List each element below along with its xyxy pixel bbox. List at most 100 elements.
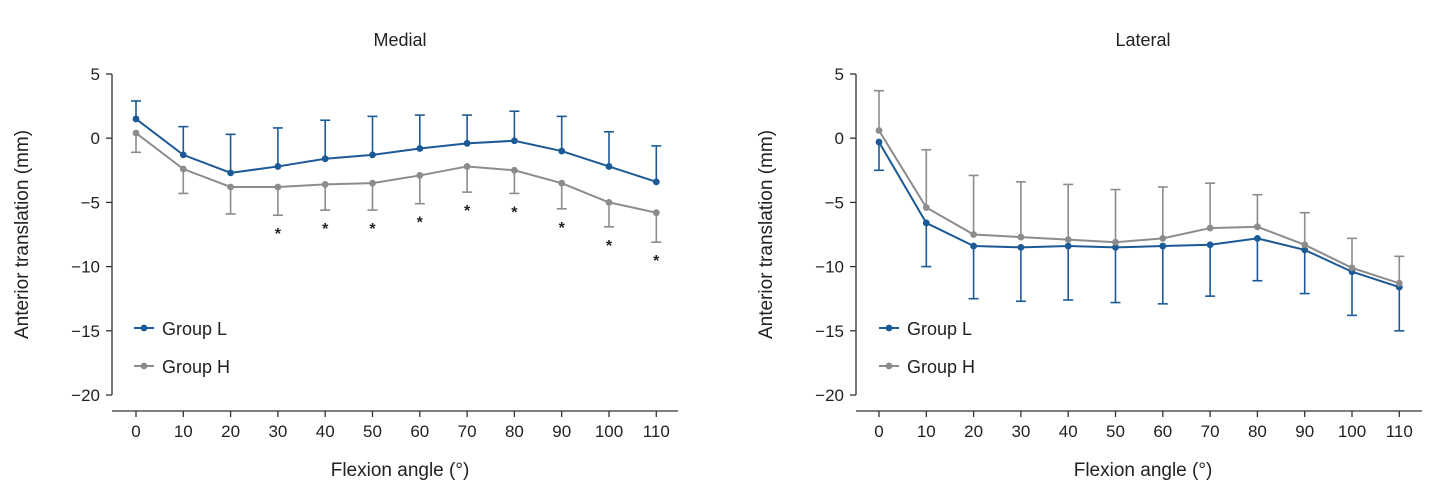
x-tick-label: 100 xyxy=(595,422,623,441)
data-point xyxy=(1064,242,1072,250)
x-tick-label: 0 xyxy=(874,422,883,441)
data-point xyxy=(1017,243,1025,251)
data-point xyxy=(132,129,140,137)
data-point xyxy=(369,179,376,187)
data-point xyxy=(875,127,883,134)
data-point xyxy=(1348,264,1356,272)
x-tick-label: 60 xyxy=(410,422,429,441)
data-point xyxy=(369,151,376,159)
x-axis-title: Flexion angle (°) xyxy=(331,460,470,481)
y-tick-label: −20 xyxy=(815,386,844,405)
data-point xyxy=(652,209,660,217)
legend-marker xyxy=(140,324,148,332)
data-point xyxy=(227,183,235,191)
data-point xyxy=(511,137,518,145)
data-point xyxy=(321,155,329,163)
x-tick-label: 110 xyxy=(643,422,670,441)
data-point xyxy=(179,165,187,173)
significance-mark: * xyxy=(653,253,660,270)
x-tick-label: 50 xyxy=(1106,422,1125,441)
data-point xyxy=(970,231,977,238)
x-tick-label: 110 xyxy=(1386,422,1413,441)
data-point xyxy=(416,172,424,179)
data-point xyxy=(558,179,566,187)
series-line xyxy=(135,132,657,214)
x-tick-label: 40 xyxy=(316,422,335,441)
x-tick-label: 50 xyxy=(363,422,382,441)
data-point xyxy=(1112,238,1119,246)
data-point xyxy=(1064,236,1072,244)
data-point xyxy=(1159,242,1167,250)
data-point xyxy=(1254,234,1261,242)
data-point xyxy=(1017,233,1025,241)
data-point xyxy=(1301,246,1309,254)
data-point xyxy=(227,169,235,177)
legend-label: Group H xyxy=(907,357,975,377)
data-point xyxy=(463,163,471,170)
data-point xyxy=(1206,224,1214,232)
data-point xyxy=(1395,279,1403,287)
chart-title: Medial xyxy=(373,30,426,50)
legend-label: Group L xyxy=(162,319,227,339)
significance-mark: * xyxy=(606,238,613,255)
y-tick-label: −15 xyxy=(815,322,844,341)
data-point xyxy=(1301,241,1309,249)
data-point xyxy=(875,138,883,146)
y-tick-label: 0 xyxy=(91,129,100,148)
legend-marker xyxy=(885,362,893,370)
y-tick-label: −5 xyxy=(81,193,100,212)
y-tick-label: −20 xyxy=(71,386,100,405)
x-tick-label: 10 xyxy=(174,422,193,441)
data-point xyxy=(605,199,613,206)
y-tick-label: 5 xyxy=(91,65,100,84)
significance-mark: * xyxy=(275,226,282,243)
data-point xyxy=(922,219,930,227)
x-tick-label: 80 xyxy=(1248,422,1267,441)
significance-mark: * xyxy=(511,204,518,221)
data-point xyxy=(132,115,140,123)
data-point xyxy=(605,163,613,170)
data-point xyxy=(511,166,518,174)
y-tick-label: −15 xyxy=(71,322,100,341)
data-point xyxy=(1112,243,1119,251)
y-tick-label: −5 xyxy=(825,193,844,212)
data-point xyxy=(652,178,660,186)
legend-label: Group L xyxy=(907,319,972,339)
data-point xyxy=(1254,223,1261,231)
y-tick-label: −10 xyxy=(71,258,100,277)
x-tick-label: 60 xyxy=(1153,422,1172,441)
data-point xyxy=(1159,234,1167,242)
x-tick-label: 90 xyxy=(1295,422,1314,441)
x-tick-label: 20 xyxy=(221,422,240,441)
legend-marker xyxy=(140,362,148,370)
data-point xyxy=(179,151,187,159)
data-point xyxy=(321,181,329,188)
legend-marker xyxy=(885,324,893,332)
x-tick-label: 30 xyxy=(268,422,287,441)
x-tick-label: 0 xyxy=(131,422,140,441)
x-axis-title: Flexion angle (°) xyxy=(1074,460,1213,481)
legend-label: Group H xyxy=(162,357,230,377)
x-tick-label: 20 xyxy=(964,422,983,441)
series-line xyxy=(878,129,1400,285)
data-point xyxy=(463,139,471,147)
series-line xyxy=(878,141,1400,289)
significance-mark: * xyxy=(559,220,566,237)
x-tick-label: 40 xyxy=(1059,422,1078,441)
data-point xyxy=(922,204,930,211)
significance-mark: * xyxy=(369,221,376,238)
significance-mark: * xyxy=(464,203,471,220)
x-tick-label: 70 xyxy=(458,422,477,441)
data-point xyxy=(274,163,282,170)
y-tick-label: 0 xyxy=(835,129,844,148)
data-point xyxy=(274,183,282,191)
significance-mark: * xyxy=(322,221,329,238)
significance-mark: * xyxy=(417,215,424,232)
series-line xyxy=(135,118,657,183)
x-tick-label: 80 xyxy=(505,422,524,441)
x-tick-label: 100 xyxy=(1338,422,1366,441)
x-tick-label: 10 xyxy=(917,422,936,441)
